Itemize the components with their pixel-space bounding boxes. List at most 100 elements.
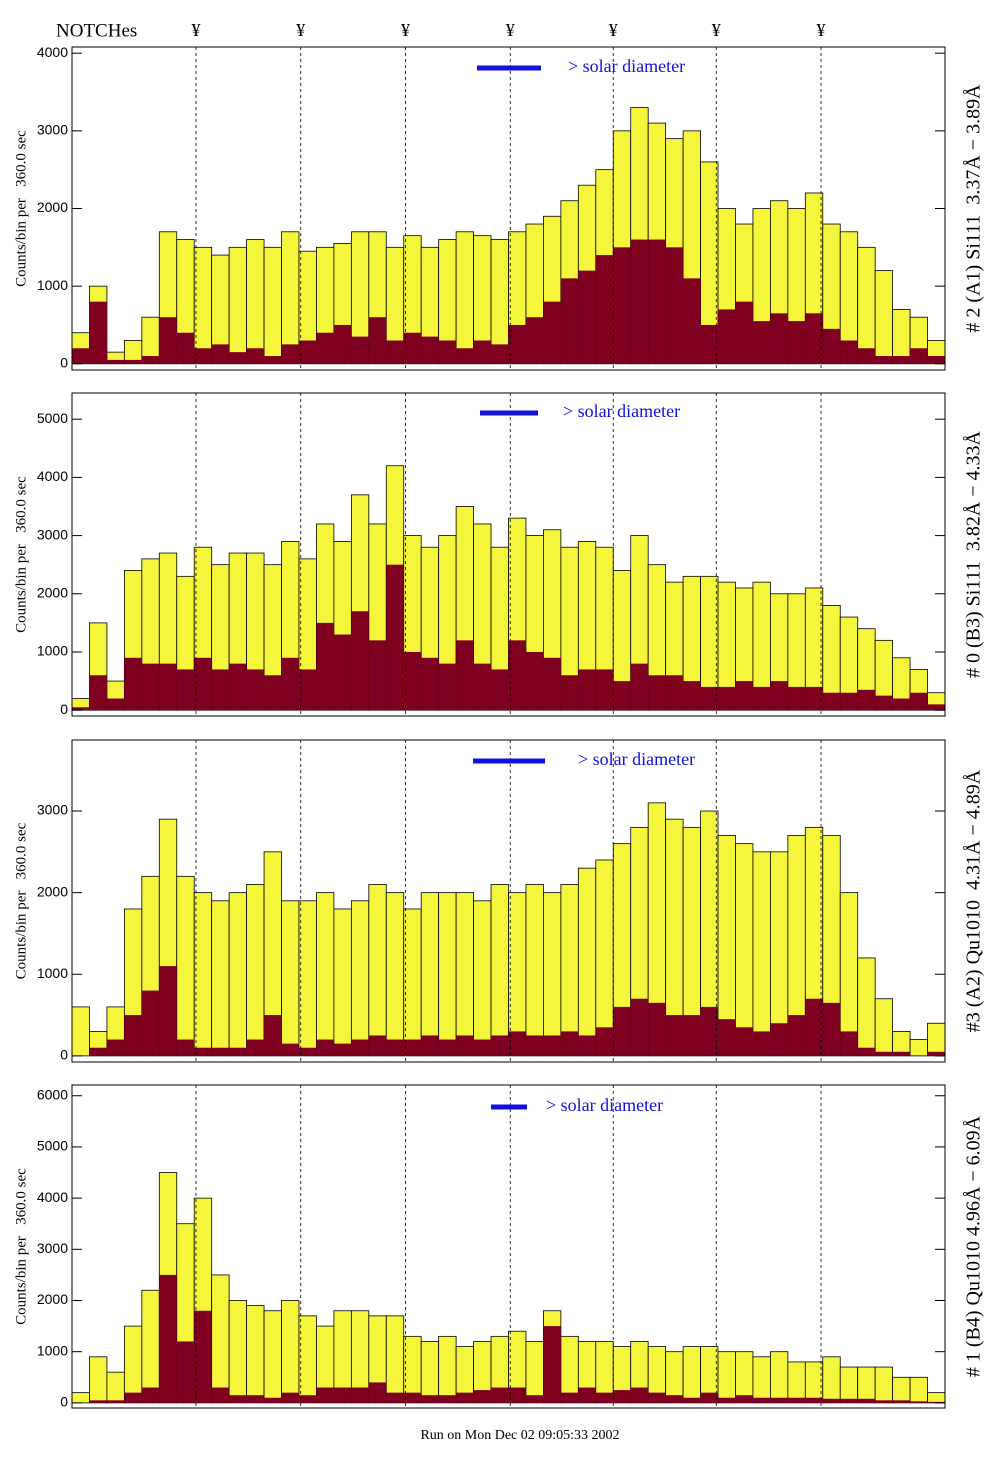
total-bar — [385, 1315, 405, 1404]
sub-bar — [700, 1392, 719, 1403]
sub-bar — [525, 1035, 544, 1056]
total-bar — [281, 900, 300, 1057]
y-tick-label: 2000 — [37, 1291, 68, 1307]
total-bar — [193, 892, 213, 1057]
total-bar — [228, 246, 247, 365]
sub-bar — [176, 332, 195, 364]
notch-mark: ¥ — [191, 20, 200, 40]
sub-bar — [822, 692, 841, 711]
sub-bar — [787, 686, 806, 711]
sub-bar — [281, 657, 299, 711]
sub-bar — [473, 340, 492, 364]
sub-bar — [525, 651, 544, 711]
sub-bar — [229, 1047, 247, 1056]
sub-bar — [595, 1392, 614, 1403]
total-bar — [211, 1274, 230, 1404]
total-bar — [857, 957, 876, 1057]
total-bar — [874, 998, 894, 1057]
total-bar — [490, 884, 509, 1057]
total-bar — [909, 1376, 928, 1404]
y-axis-label: Counts/bin per 360.0 sec — [13, 822, 29, 979]
sub-bar — [840, 692, 858, 711]
sub-bar — [927, 1401, 945, 1403]
plot-area — [72, 802, 945, 1057]
total-bar — [298, 1315, 317, 1404]
sub-bar — [106, 1039, 125, 1056]
sub-bar — [875, 1051, 893, 1056]
sub-bar — [473, 1390, 492, 1403]
total-bar — [804, 1361, 824, 1404]
sub-bar — [718, 1397, 736, 1403]
sub-bar — [718, 1019, 736, 1056]
total-bar — [333, 908, 352, 1057]
sub-bar — [72, 707, 90, 711]
sub-bar — [648, 1392, 666, 1403]
sub-bar — [892, 698, 911, 711]
y-tick-label: 5000 — [37, 410, 68, 426]
total-bar — [89, 1356, 108, 1404]
total-bar — [123, 1325, 143, 1404]
sub-bar — [543, 1326, 561, 1403]
total-bar — [892, 309, 911, 365]
sub-bar — [403, 1392, 422, 1403]
total-bar — [927, 1392, 945, 1404]
sub-bar — [491, 669, 509, 711]
sub-bar — [351, 611, 369, 711]
sub-bar — [927, 704, 945, 711]
total-bar — [368, 884, 387, 1057]
y-tick-label: 3000 — [37, 802, 68, 818]
total-bar — [246, 884, 265, 1057]
sub-bar — [857, 1398, 876, 1403]
sub-bar — [787, 321, 806, 364]
total-bar — [595, 859, 614, 1057]
total-bar — [560, 884, 579, 1057]
sub-bar — [525, 1395, 544, 1403]
sub-bar — [683, 1397, 701, 1403]
sub-bar — [333, 324, 352, 364]
sub-bar — [246, 1395, 265, 1403]
total-bar — [316, 892, 335, 1057]
plot-frame — [71, 1084, 946, 1409]
sub-bar — [630, 998, 649, 1056]
sub-bar — [316, 1387, 334, 1403]
sub-bar — [595, 1027, 614, 1056]
sub-bar — [298, 1047, 317, 1056]
total-bar — [141, 1289, 160, 1404]
sub-bar — [840, 1398, 858, 1403]
total-bar — [350, 900, 370, 1057]
sub-bar — [124, 1015, 142, 1056]
sub-bar — [578, 1387, 596, 1403]
panel-title: # 1 (B4) Qu1010 4.96Å − 6.09Å — [963, 1115, 985, 1377]
sub-bar — [630, 239, 649, 364]
y-tick-label: 3000 — [37, 526, 68, 542]
sub-bar — [752, 321, 771, 364]
sub-bar — [560, 675, 579, 711]
sub-bar — [281, 1392, 299, 1403]
sub-bar — [246, 669, 265, 711]
sub-bar — [298, 669, 317, 711]
sub-bar — [770, 1397, 788, 1403]
sub-bar — [176, 1341, 195, 1403]
total-bar — [420, 1341, 440, 1404]
sub-bar — [333, 1387, 352, 1403]
sub-bar — [159, 663, 177, 711]
sub-bar — [892, 356, 911, 364]
total-bar — [927, 1022, 945, 1057]
sub-bar — [438, 1039, 457, 1056]
sub-bar — [473, 663, 492, 711]
sub-bar — [508, 1031, 526, 1056]
sub-bar — [595, 255, 614, 364]
sub-bar — [438, 1395, 457, 1403]
sub-bar — [386, 564, 404, 711]
sub-bar — [752, 1397, 771, 1403]
total-bar — [193, 246, 213, 365]
sub-bar — [805, 998, 823, 1056]
sub-bar — [72, 348, 90, 364]
total-bar — [874, 270, 894, 365]
sub-bar — [351, 336, 369, 364]
sub-bar — [333, 1043, 352, 1056]
sub-bar — [211, 669, 230, 711]
sub-bar — [665, 247, 684, 364]
sub-bar — [683, 1015, 701, 1056]
notches-label: NOTCHes — [56, 20, 137, 41]
